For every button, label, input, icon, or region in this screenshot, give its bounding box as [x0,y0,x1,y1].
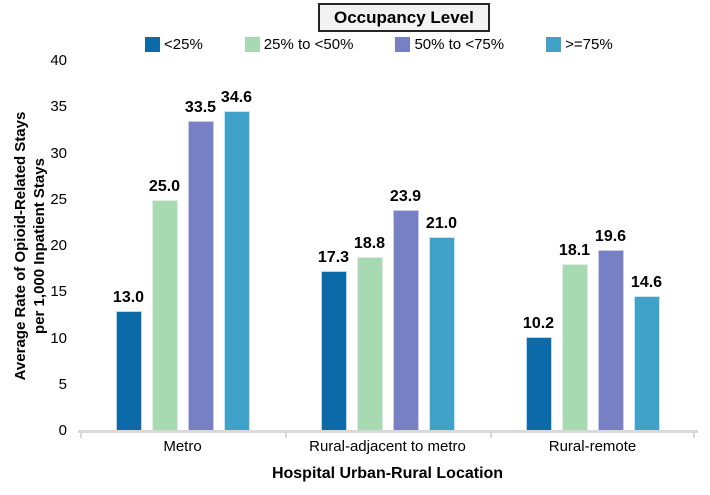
x-axis-ticks [80,433,697,439]
legend-item: 50% to <75% [395,36,504,53]
bar-value-label: 33.5 [184,99,217,117]
bar: 21.0 [426,215,457,431]
bar-value-label: 34.6 [220,88,253,106]
x-axis-tick [285,433,287,438]
y-tick-label: 30 [50,144,67,162]
x-axis-tick [490,433,492,438]
bar-value-label: 23.9 [389,187,422,205]
bar: 23.9 [390,188,421,431]
x-category-label: Metro [163,438,202,455]
bar-value-label: 21.0 [425,214,458,232]
bar-value-label: 25.0 [148,177,181,195]
bar-value-label: 18.1 [558,241,591,259]
bar-value-label: 19.6 [594,227,627,245]
x-axis-tick [693,433,695,438]
bar: 13.0 [113,289,144,431]
bar-value-label: 14.6 [630,273,663,291]
y-axis-ticks: 0 5 10 15 20 25 30 35 40 [0,52,73,439]
plot-area: 13.0 25.0 33.5 34.6 17.3 18.8 23.9 21.0 10.2 18.1… [80,61,695,431]
y-tick-label: 35 [50,98,67,116]
legend-swatch [546,37,562,52]
y-tick-label: 15 [50,283,67,301]
y-tick-label: 0 [58,422,67,439]
legend-swatch [244,37,260,52]
bar: 18.8 [354,235,385,431]
bar-value-label: 13.0 [112,288,145,306]
legend-items: <25% 25% to <50% 50% to <75% >=75% [145,36,613,53]
y-tick-label: 40 [50,52,67,69]
x-category-label: Rural-remote [548,438,637,455]
bar: 18.1 [559,242,590,431]
legend-swatch [395,37,411,52]
bar-value-label: 10.2 [522,314,555,332]
legend-item: 25% to <50% [244,36,354,53]
x-axis-tick [80,433,82,438]
legend-label: 25% to <50% [263,36,354,53]
y-tick-label: 20 [50,237,67,254]
legend-swatch [145,37,160,52]
x-axis-title: Hospital Urban-Rural Location [271,465,504,482]
legend-label: >=75% [565,36,613,53]
bar: 14.6 [631,274,662,431]
bar: 19.6 [595,228,626,431]
legend-label: 50% to <75% [414,36,505,53]
bar: 25.0 [149,178,180,431]
bar: 17.3 [318,249,349,431]
bar: 33.5 [185,99,216,431]
bar: 34.6 [221,89,252,431]
x-axis-labels: Metro Rural-adjacent to metro Rural-remote [80,438,695,458]
bar-group: 10.2 18.1 19.6 14.6 [490,61,695,431]
legend-item: >=75% [546,36,613,53]
y-tick-label: 25 [50,190,67,208]
legend-title: Occupancy Level [318,3,490,32]
y-tick-label: 5 [58,375,67,393]
bar-value-label: 17.3 [317,248,350,266]
bar-value-label: 18.8 [353,235,386,253]
legend-item: <25% [145,36,203,53]
bar-group: 17.3 18.8 23.9 21.0 [285,61,490,431]
bar: 10.2 [523,315,554,431]
x-category-label: Rural-adjacent to metro [309,438,466,455]
y-tick-label: 10 [50,329,67,347]
x-axis-line [78,430,698,433]
bar-group: 13.0 25.0 33.5 34.6 [80,61,285,431]
legend-label: <25% [164,36,203,53]
